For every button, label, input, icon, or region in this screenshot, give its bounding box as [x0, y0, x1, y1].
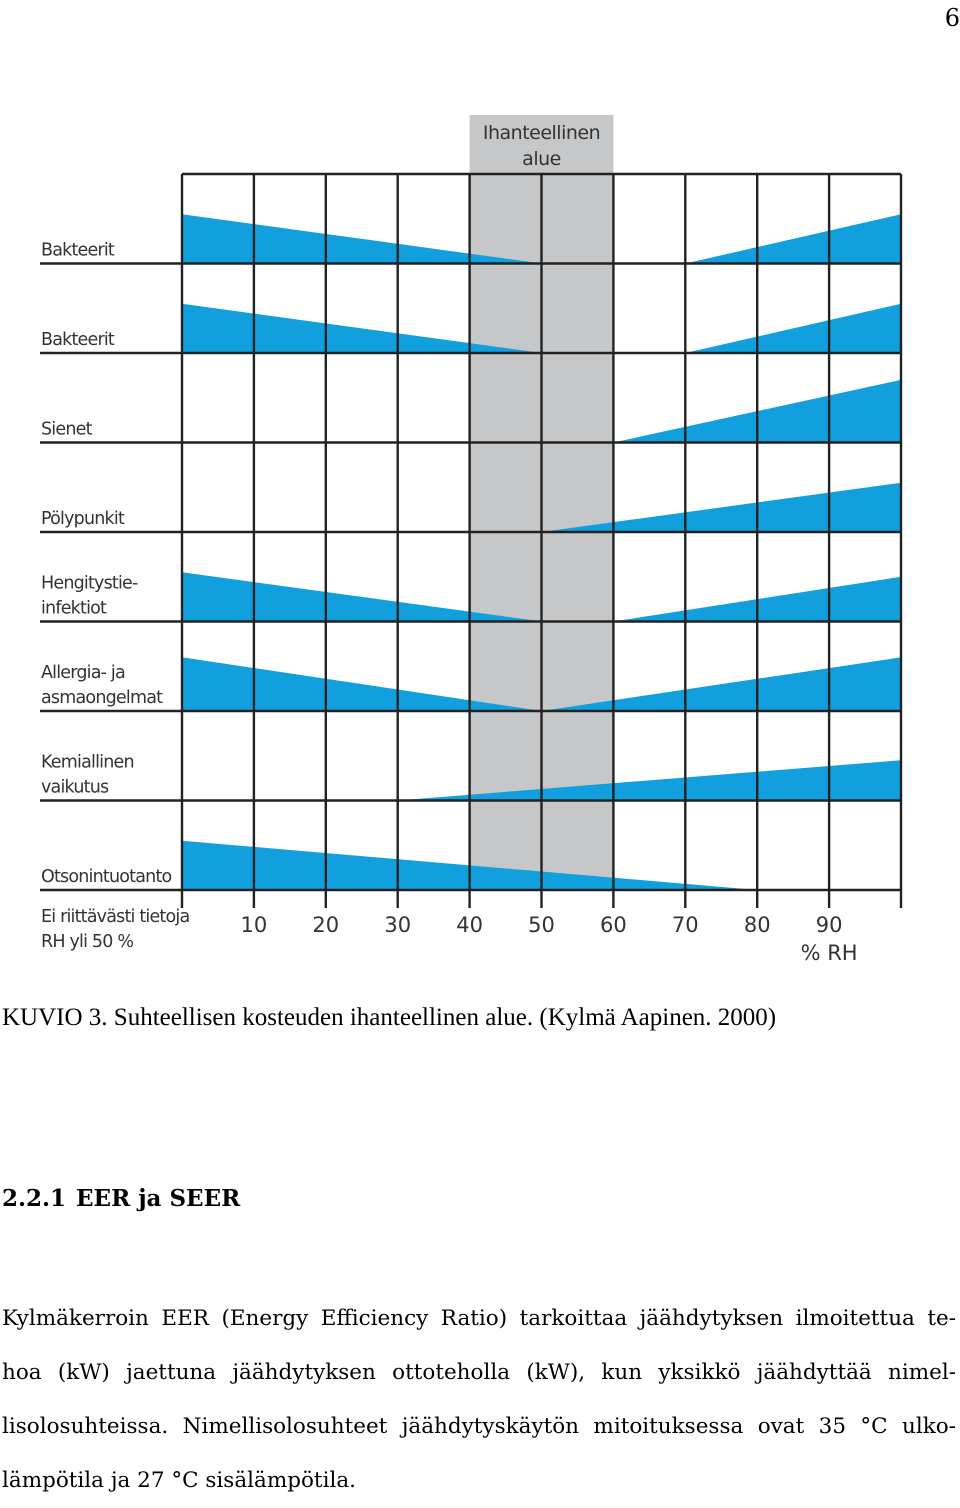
x-tick-label: 60	[600, 913, 627, 937]
x-tick-label: 80	[744, 913, 771, 937]
page-number: 6	[944, 4, 960, 32]
x-tick-label: 20	[312, 913, 339, 937]
row-label: Otsonintuotanto	[41, 867, 172, 887]
no-data-note: RH yli 50 %	[41, 932, 133, 952]
x-tick-label: 30	[384, 913, 411, 937]
section-number: 2.2.1	[2, 1185, 67, 1212]
ideal-zone-label: Ihanteellinen	[483, 122, 600, 144]
row-label: Pölypunkit	[41, 509, 125, 529]
figure-caption: KUVIO 3. Suhteellisen kosteuden ihanteel…	[2, 1004, 777, 1031]
risk-wedge-right	[397, 760, 901, 801]
risk-wedge-left	[182, 214, 542, 264]
body-paragraph: Kylmäkerroin EER (Energy Efficiency Rati…	[2, 1292, 956, 1508]
risk-wedge-right	[541, 482, 901, 532]
row-label: Bakteerit	[41, 241, 115, 261]
row-label: infektiot	[41, 599, 107, 619]
body-line: lisolosuhteissa. Nimellisolosuhteet jääh…	[2, 1414, 956, 1439]
section-heading: 2.2.1 EER ja SEER	[2, 1185, 240, 1212]
risk-wedge-left	[182, 657, 542, 711]
x-unit-label: % RH	[801, 941, 858, 965]
x-tick-label: 40	[456, 913, 483, 937]
relative-humidity-chart: Ihanteellinen alue Bakteerit Bakteerit Siene…	[40, 115, 903, 965]
risk-wedge-right	[685, 214, 901, 264]
body-line: hoa (kW) jaettuna jäähdytyksen ottotehol…	[2, 1360, 956, 1385]
x-tick-label: 50	[528, 913, 555, 937]
ideal-zone-label: alue	[522, 148, 561, 170]
body-line: Kylmäkerroin EER (Energy Efficiency Rati…	[2, 1306, 956, 1331]
risk-wedge-right	[541, 657, 901, 711]
row-label: vaikutus	[41, 778, 109, 798]
row-label: Hengitystie-	[41, 574, 138, 594]
x-tick-label: 70	[672, 913, 699, 937]
risk-wedge-right	[685, 303, 901, 353]
risk-wedge-left	[182, 303, 542, 353]
row-label: Sienet	[41, 420, 93, 440]
row-label: Allergia- ja	[41, 663, 125, 683]
row-label: Kemiallinen	[41, 753, 134, 773]
row-label: asmaongelmat	[41, 688, 163, 708]
x-tick-label: 10	[241, 913, 268, 937]
risk-wedge-left	[182, 572, 542, 622]
row-label: Bakteerit	[41, 330, 115, 350]
x-tick-label: 90	[816, 913, 843, 937]
body-line: lämpötila ja 27 °C sisälämpötila.	[2, 1468, 356, 1493]
no-data-note: Ei riittävästi tietoja	[41, 907, 189, 927]
section-title: EER ja SEER	[76, 1185, 241, 1212]
